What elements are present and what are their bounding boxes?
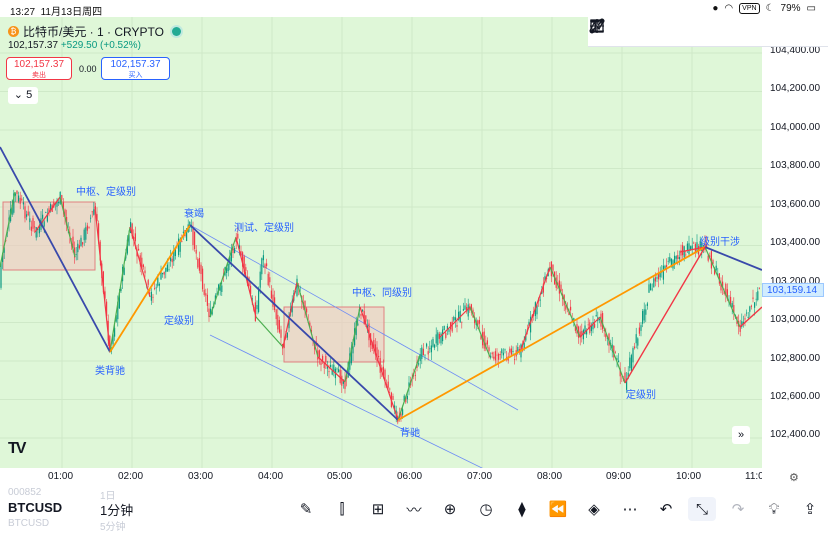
svg-text:T: T	[591, 18, 600, 34]
indicators-icon[interactable]: ⫿	[339, 500, 345, 518]
annotation-dingjibie2: 定级别	[626, 390, 656, 401]
time-axis[interactable]: 01:00 02:00 03:00 04:00 05:00 06:00 07:0…	[0, 468, 764, 487]
symbol-title-row[interactable]: ₿ 比特币/美元 · 1 · CRYPTO	[8, 23, 181, 40]
bottom-bar: 000852 1日 BTCUSD 1分钟 BTCUSD 5分钟 ✎ ⫿ ⊞ 〰 …	[0, 487, 828, 544]
buy-price: 102,157.37	[110, 59, 161, 70]
text-tool-icon[interactable]: T	[591, 18, 796, 44]
ghost-symbol-2: BTCUSD	[8, 518, 50, 529]
ghost-interval-2: 5分钟	[100, 522, 126, 533]
price-tick: 102,600.00	[770, 391, 821, 402]
time-tick: 02:00	[118, 471, 144, 482]
drawing-toolbar: T	[588, 17, 828, 47]
buy-label: 买入	[128, 72, 143, 79]
interval-button[interactable]: 1分钟	[100, 503, 134, 518]
annotation-jibieganshe: 级别干涉	[700, 237, 740, 248]
alert-clock-icon[interactable]: ◷	[479, 501, 493, 518]
settings-gear-icon[interactable]: ⚙	[789, 472, 799, 484]
ghost-interval: 1日	[100, 491, 116, 502]
sell-button[interactable]: 102,157.37 卖出	[6, 57, 72, 80]
price-tick: 103,800.00	[770, 160, 821, 171]
price-tick: 104,200.00	[770, 83, 821, 94]
price-chart[interactable]	[0, 17, 762, 468]
price-tick: 103,200.00	[770, 276, 821, 287]
sell-price: 102,157.37	[13, 59, 65, 70]
buy-button[interactable]: 102,157.37 买入	[101, 57, 170, 80]
price-axis[interactable]: 104,400.00 104,200.00 104,000.00 103,800…	[762, 17, 828, 487]
price-tick: 103,400.00	[770, 237, 821, 248]
ray-icon[interactable]	[590, 19, 656, 44]
time-tick: 03:00	[188, 471, 214, 482]
time-tick: 09:00	[606, 471, 632, 482]
rectangle-icon[interactable]	[590, 19, 712, 44]
price-row: 102,157.37 +529.50 (+0.52%)	[8, 40, 141, 51]
fib-icon[interactable]	[590, 20, 768, 44]
price-tick: 104,400.00	[770, 45, 821, 56]
add-icon[interactable]: ⊕	[443, 501, 457, 518]
interval-count: 5	[26, 89, 33, 101]
price-change: +529.50 (+0.52%)	[60, 40, 141, 51]
battery-percent: 79%	[780, 3, 801, 14]
annotation-leibeichi: 类背驰	[95, 366, 125, 377]
tradingview-logo: TV	[8, 440, 27, 457]
annotation-ceshi: 测试、定级别	[234, 223, 294, 234]
compare-icon[interactable]: 〰	[406, 501, 422, 519]
redo-icon[interactable]: ↷	[731, 501, 745, 518]
vertical-line-icon[interactable]	[594, 19, 684, 44]
collapse-icon[interactable]: ⤡	[688, 497, 716, 521]
sell-label: 卖出	[32, 72, 46, 79]
more-icon[interactable]: ⋯	[622, 501, 638, 518]
price-tick: 103,600.00	[770, 199, 821, 210]
price-tick: 102,400.00	[770, 429, 821, 440]
mic-icon: ●	[712, 3, 719, 14]
symbol-button[interactable]: BTCUSD	[8, 500, 63, 515]
price-tick: 104,000.00	[770, 122, 821, 133]
time-tick: 01:00	[48, 471, 74, 482]
vpn-badge: VPN	[739, 3, 760, 14]
layers-icon[interactable]: ◈	[588, 501, 600, 518]
time-tick: 11:0	[745, 471, 764, 482]
annotation-zs2: 中枢、同级别	[352, 288, 412, 299]
time-tick: 04:00	[258, 471, 284, 482]
time-tick: 07:00	[467, 471, 493, 482]
time-tick: 08:00	[537, 471, 563, 482]
current-price-label: 103,159.14	[762, 283, 824, 297]
price-tick: 103,000.00	[770, 314, 821, 325]
undo-icon[interactable]: ↶	[659, 501, 673, 518]
ghost-symbol: 000852	[8, 487, 42, 498]
draw-pen-icon[interactable]: ✎	[299, 501, 313, 518]
polyline-icon[interactable]	[589, 19, 740, 44]
time-tick: 05:00	[327, 471, 353, 482]
annotation-zs1: 中枢、定级别	[76, 187, 136, 198]
bitcoin-icon: ₿	[8, 26, 19, 37]
status-time-date: 13:27 11月13日周四	[10, 7, 103, 18]
market-open-icon	[171, 27, 181, 36]
battery-icon: ▭	[806, 3, 816, 14]
time-tick: 10:00	[676, 471, 702, 482]
wifi-icon: ◠	[724, 3, 734, 14]
symbol-title: 比特币/美元 · 1 · CRYPTO	[23, 25, 164, 39]
bottom-toolbar: ✎ ⫿ ⊞ 〰 ⊕ ◷ ⧫ ⏪ ◈ ⋯ ↶ ⤡ ↷ 💡︎ ⇪	[292, 497, 824, 521]
annotation-beichi: 背驰	[400, 428, 420, 439]
candle-type-icon[interactable]: ⧫	[518, 501, 526, 518]
scroll-to-realtime-button[interactable]: »	[732, 426, 750, 444]
price-tick: 102,800.00	[770, 353, 821, 364]
time-tick: 06:00	[397, 471, 423, 482]
chevron-down-icon: ⌄	[13, 89, 24, 101]
trend-line-icon[interactable]	[589, 18, 628, 44]
annotation-dingjibie1: 定级别	[164, 316, 194, 327]
replay-icon[interactable]: ⏪	[548, 501, 568, 518]
status-bar: 13:27 11月13日周四 ● ◠ VPN ☾ 79% ▭	[0, 0, 828, 18]
status-icons: ● ◠ VPN ☾ 79% ▭	[712, 3, 816, 14]
share-icon[interactable]: ⇪	[803, 501, 817, 518]
layout-grid-icon[interactable]: ⊞	[371, 501, 385, 518]
annotation-shuairuo: 衰竭	[184, 209, 204, 220]
spread-value: 0.00	[79, 64, 97, 74]
idea-bulb-icon[interactable]: 💡︎	[768, 500, 780, 518]
chart-area[interactable]: ₿ 比特币/美元 · 1 · CRYPTO 102,157.37 +529.50…	[0, 17, 828, 487]
last-price: 102,157.37	[8, 40, 59, 51]
interval-toggle[interactable]: ⌄ 5	[8, 87, 38, 104]
moon-icon: ☾	[765, 3, 775, 14]
